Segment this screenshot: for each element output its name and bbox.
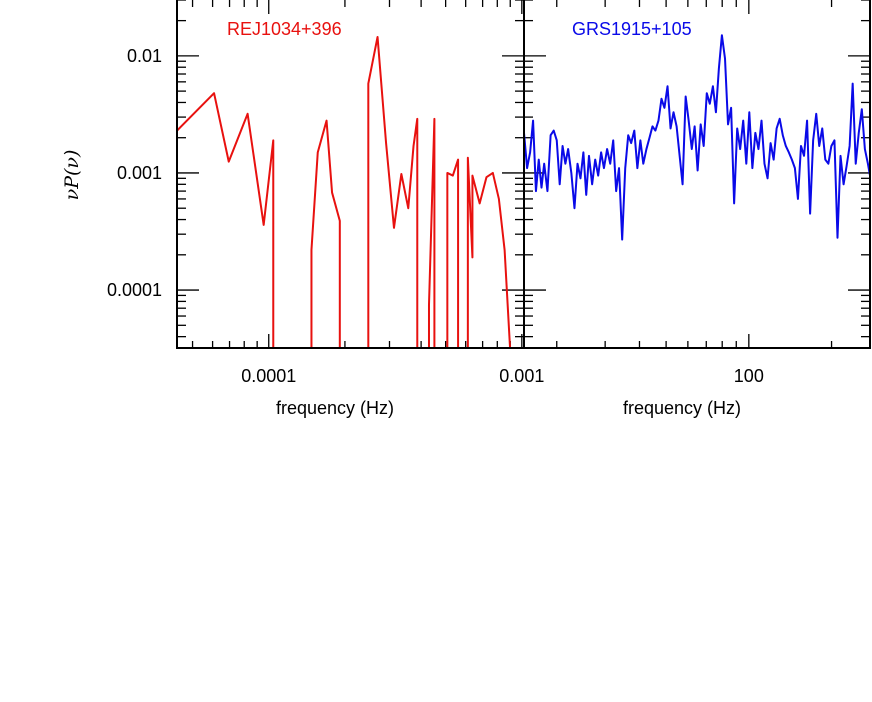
x-tick-label: 100 [734,366,764,386]
left-panel-title: REJ1034+396 [227,19,342,39]
series-line-grs1915 [524,34,870,241]
left-panel-series [177,35,512,348]
left-panel: REJ1034+396 0.0001 0.001 0.0001 0.001 0.01 f… [61,0,544,418]
y-tick-label: 0.001 [117,163,162,183]
left-panel-frame [176,0,525,349]
left-panel-ticks [177,0,524,348]
series-line-rej1034 [177,35,512,348]
x-tick-label: 0.001 [499,366,544,386]
x-tick-label: 0.0001 [241,366,296,386]
right-x-axis-title: frequency (Hz) [623,398,741,418]
left-panel-tick-labels: 0.0001 0.001 0.0001 0.001 0.01 [107,46,544,386]
right-panel-title: GRS1915+105 [572,19,692,39]
right-panel-tick-labels: 100 [734,366,764,386]
y-tick-label: 0.01 [127,46,162,66]
left-x-axis-title: frequency (Hz) [276,398,394,418]
right-panel: GRS1915+105 100 frequency (Hz) [523,0,871,418]
y-axis-title: νP(ν) [61,150,83,201]
right-panel-series [524,34,870,241]
right-panel-frame [523,0,871,349]
y-tick-label: 0.0001 [107,280,162,300]
